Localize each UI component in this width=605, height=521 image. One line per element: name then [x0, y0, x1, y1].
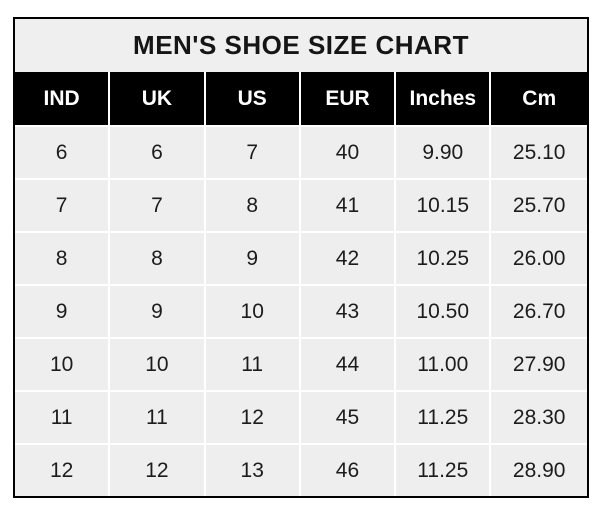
- cell-cm: 26.00: [491, 231, 587, 284]
- cell-ind: 8: [15, 231, 111, 284]
- cell-eur: 43: [300, 284, 397, 337]
- cell-ind: 10: [15, 337, 111, 390]
- cell-ind: 9: [15, 284, 111, 337]
- cell-ind: 7: [15, 178, 111, 231]
- table-row: 6 6 7 40 9.90 25.10: [15, 125, 587, 178]
- table-row: 10 10 11 44 11.00 27.90: [15, 337, 587, 390]
- column-header-cm: Cm: [491, 72, 587, 125]
- cell-eur: 40: [300, 125, 397, 178]
- chart-title: MEN'S SHOE SIZE CHART: [15, 19, 587, 72]
- cell-eur: 41: [300, 178, 397, 231]
- cell-us: 12: [205, 390, 301, 443]
- cell-eur: 45: [300, 390, 397, 443]
- shoe-size-chart-table: MEN'S SHOE SIZE CHART IND UK US EUR Inch…: [13, 17, 589, 498]
- column-header-eur: EUR: [300, 72, 397, 125]
- column-header-us: US: [205, 72, 301, 125]
- cell-ind: 11: [15, 390, 111, 443]
- cell-ind: 6: [15, 125, 111, 178]
- cell-inches: 11.00: [396, 337, 492, 390]
- cell-inches: 10.15: [396, 178, 492, 231]
- cell-inches: 11.25: [396, 443, 492, 496]
- cell-eur: 46: [300, 443, 397, 496]
- cell-cm: 25.10: [491, 125, 587, 178]
- cell-uk: 10: [110, 337, 206, 390]
- cell-inches: 11.25: [396, 390, 492, 443]
- cell-cm: 27.90: [491, 337, 587, 390]
- cell-uk: 9: [110, 284, 206, 337]
- cell-eur: 44: [300, 337, 397, 390]
- cell-cm: 28.90: [491, 443, 587, 496]
- cell-uk: 7: [110, 178, 206, 231]
- table-row: 11 11 12 45 11.25 28.30: [15, 390, 587, 443]
- cell-us: 9: [205, 231, 301, 284]
- cell-eur: 42: [300, 231, 397, 284]
- column-header-inches: Inches: [396, 72, 492, 125]
- cell-uk: 12: [110, 443, 206, 496]
- table-row: 12 12 13 46 11.25 28.90: [15, 443, 587, 496]
- column-header-uk: UK: [110, 72, 206, 125]
- column-header-ind: IND: [15, 72, 111, 125]
- cell-uk: 6: [110, 125, 206, 178]
- cell-us: 13: [205, 443, 301, 496]
- table-row: 7 7 8 41 10.15 25.70: [15, 178, 587, 231]
- cell-us: 8: [205, 178, 301, 231]
- cell-inches: 10.50: [396, 284, 492, 337]
- header-row: IND UK US EUR Inches Cm: [15, 72, 587, 125]
- cell-inches: 10.25: [396, 231, 492, 284]
- cell-inches: 9.90: [396, 125, 492, 178]
- cell-us: 7: [205, 125, 301, 178]
- cell-cm: 25.70: [491, 178, 587, 231]
- shoe-size-chart: MEN'S SHOE SIZE CHART IND UK US EUR Inch…: [13, 17, 589, 498]
- cell-cm: 28.30: [491, 390, 587, 443]
- cell-us: 10: [205, 284, 301, 337]
- cell-cm: 26.70: [491, 284, 587, 337]
- table-row: 9 9 10 43 10.50 26.70: [15, 284, 587, 337]
- cell-uk: 11: [110, 390, 206, 443]
- table-row: 8 8 9 42 10.25 26.00: [15, 231, 587, 284]
- title-row: MEN'S SHOE SIZE CHART: [15, 19, 587, 72]
- cell-us: 11: [205, 337, 301, 390]
- cell-ind: 12: [15, 443, 111, 496]
- cell-uk: 8: [110, 231, 206, 284]
